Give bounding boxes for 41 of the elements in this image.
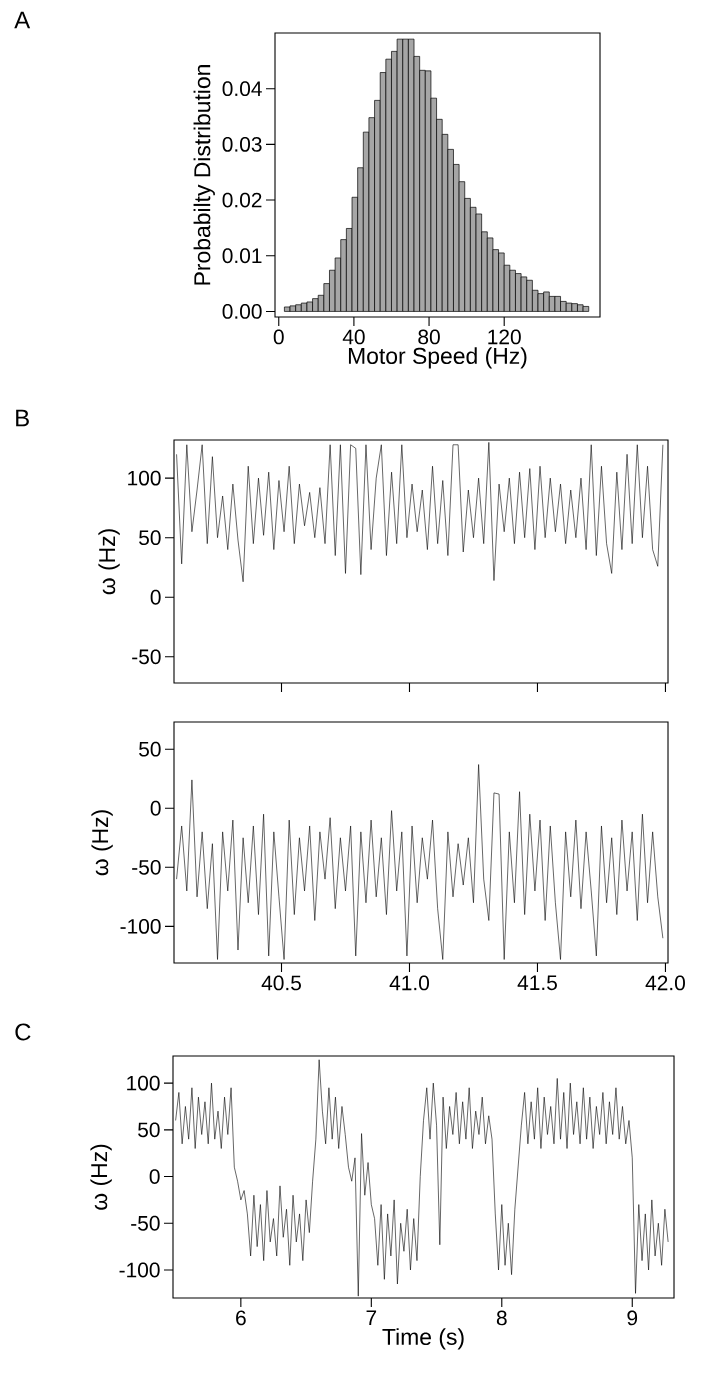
y-axis-title: ω (Hz) xyxy=(90,1144,112,1210)
y-tick-label: 0 xyxy=(150,800,161,816)
x-tick-label: 9 xyxy=(627,1310,638,1326)
x-tick-label: 41.5 xyxy=(517,975,557,991)
text: A xyxy=(14,11,31,29)
x-axis-title: Time (s) xyxy=(382,1328,464,1350)
y-tick-label: 0 xyxy=(149,1169,160,1184)
y-tick-label: 0.01 xyxy=(222,248,262,264)
x-tick-label: 6 xyxy=(236,1310,246,1326)
y-tick-label: -50 xyxy=(132,649,161,665)
y-tick-label: -50 xyxy=(131,1215,160,1231)
x-tick-label: 40 xyxy=(342,329,365,345)
y-tick-label: -50 xyxy=(132,859,161,875)
x-tick-label: 8 xyxy=(496,1310,507,1326)
x-axis-title: Motor Speed (Hz) xyxy=(348,347,527,369)
y-tick-label: 100 xyxy=(128,470,161,486)
x-tick-label: 41.0 xyxy=(389,975,430,991)
x-tick-label: 42.0 xyxy=(645,975,685,991)
text: C xyxy=(15,1023,31,1041)
x-tick-label: 80 xyxy=(418,329,440,345)
text: B xyxy=(16,409,29,427)
y-axis-title: ω (Hz) xyxy=(98,529,120,595)
y-tick-label: 50 xyxy=(138,1122,160,1138)
y-tick-label: 50 xyxy=(139,530,161,546)
y-tick-label: 100 xyxy=(127,1075,160,1091)
y-tick-label: 0.00 xyxy=(222,304,262,319)
line-series xyxy=(176,442,664,583)
x-tick-label: 7 xyxy=(366,1310,377,1325)
x-tick-label: 40.5 xyxy=(261,975,301,991)
y-tick-label: -100 xyxy=(119,1262,160,1278)
y-tick-label: -100 xyxy=(120,918,161,934)
y-tick-label: 0.03 xyxy=(222,136,262,152)
y-tick-label: 0.02 xyxy=(222,192,262,208)
y-axis-title: Probabilty Distribution xyxy=(193,65,215,285)
x-tick-label: 120 xyxy=(488,329,521,345)
y-axis-title: ω (Hz) xyxy=(91,810,113,876)
x-tick-label: 0 xyxy=(273,329,284,345)
y-tick-label: 50 xyxy=(139,741,161,757)
line-series xyxy=(176,764,664,960)
y-tick-label: 0 xyxy=(150,589,161,605)
y-tick-label: 0.04 xyxy=(222,81,262,97)
